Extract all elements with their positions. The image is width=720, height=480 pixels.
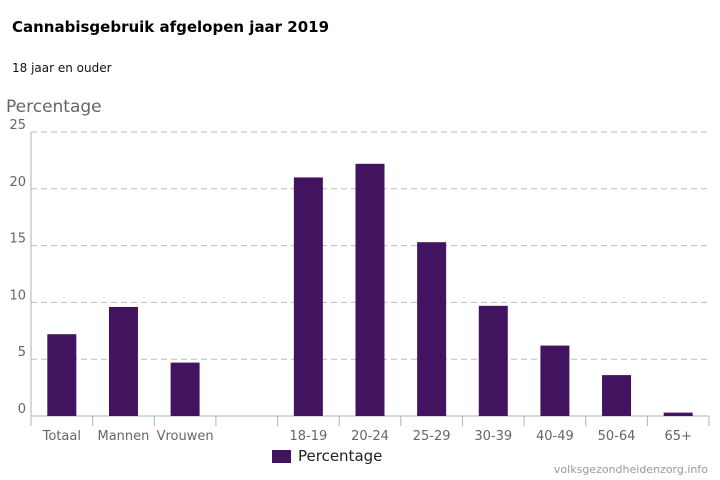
bar[interactable]: 18-19: 21 [293,177,323,416]
x-tick-label: 25-29 [413,429,451,444]
x-tick-label: 18-19 [289,429,327,444]
bar[interactable]: 20-24: 22.2 [355,163,385,416]
bar[interactable]: Vrouwen: 4.7 [170,362,200,416]
x-tick-label: 50-64 [598,429,636,444]
bar[interactable]: 30-39: 9.7 [478,305,508,416]
x-tick-label: Vrouwen [157,429,214,444]
y-tick-label: 5 [18,345,26,360]
bar[interactable]: Mannen: 9.6 [108,306,138,416]
chart-subtitle: 18 jaar en ouder [12,61,112,75]
x-tick-label: 20-24 [351,429,389,444]
y-tick-label: 20 [9,175,26,190]
bar[interactable]: 40-49: 6.2 [540,345,570,416]
y-tick-label: 10 [9,288,26,303]
bar[interactable]: Totaal: 7.2 [47,334,77,416]
x-tick-label: 65+ [664,429,691,444]
x-tick-label: 40-49 [536,429,574,444]
y-axis-label: Percentage [6,97,102,117]
legend[interactable]: Percentage [272,447,382,465]
y-tick-label: 15 [9,232,26,247]
legend-label: Percentage [298,447,383,465]
y-tick-label: 0 [18,402,26,417]
bar[interactable]: 50-64: 3.6 [602,375,632,416]
bar[interactable]: 65+: 0.3 [663,412,693,416]
y-tick-label: 25 [9,118,26,133]
x-tick-label: 30-39 [474,429,512,444]
chart-title: Cannabisgebruik afgelopen jaar 2019 [12,18,330,36]
legend-swatch [272,449,291,463]
bar[interactable]: 25-29: 15.3 [417,242,447,416]
x-tick-label: Totaal [42,429,81,444]
x-tick-label: Mannen [98,429,150,444]
source-credit: volksgezondheidenzorg.info [553,463,708,476]
